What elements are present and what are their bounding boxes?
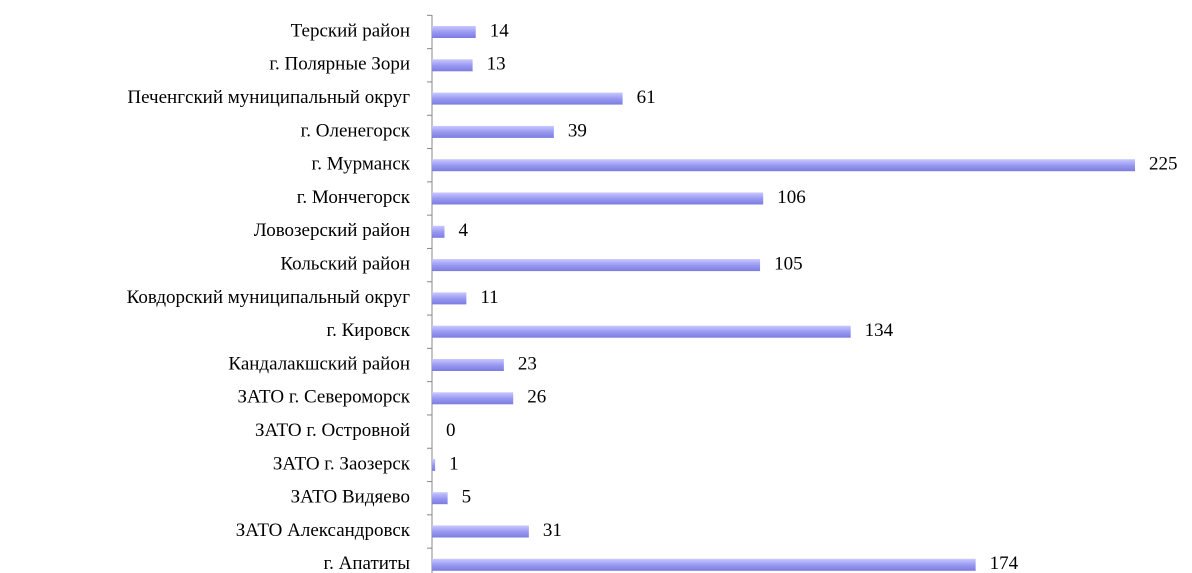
value-label: 0 xyxy=(446,420,456,441)
category-label: ЗАТО г. Заозерск xyxy=(273,453,411,474)
category-label: г. Апатиты xyxy=(323,553,410,573)
category-label: ЗАТО Александровск xyxy=(236,520,411,541)
value-label: 105 xyxy=(774,253,803,274)
value-label: 5 xyxy=(462,487,472,508)
category-label: Печенгский муниципальный округ xyxy=(127,87,410,108)
value-label: 31 xyxy=(543,520,562,541)
value-label: 14 xyxy=(490,20,510,41)
bar xyxy=(432,458,436,471)
value-label: 11 xyxy=(480,287,498,308)
category-label: ЗАТО Видяево xyxy=(291,487,410,508)
value-label: 4 xyxy=(458,220,468,241)
bar xyxy=(432,525,529,538)
bar xyxy=(432,259,761,272)
category-label: Ловозерский район xyxy=(254,220,410,241)
bar xyxy=(432,292,467,305)
value-label: 106 xyxy=(777,187,806,208)
category-label: Кольский район xyxy=(280,253,410,274)
value-label: 174 xyxy=(990,553,1019,573)
bar xyxy=(432,225,445,238)
bar xyxy=(432,392,514,405)
bar xyxy=(432,125,554,138)
category-label: г. Оленегорск xyxy=(301,120,411,141)
category-label: г. Кировск xyxy=(326,320,410,341)
category-label: ЗАТО г. Островной xyxy=(255,420,410,441)
value-label: 39 xyxy=(568,120,587,141)
bar xyxy=(432,359,504,371)
category-label: ЗАТО г. Североморск xyxy=(237,387,410,408)
category-label: Кандалакшский район xyxy=(228,353,410,374)
bar xyxy=(432,325,851,338)
category-label: Ковдорский муниципальный округ xyxy=(127,287,411,308)
value-label: 134 xyxy=(865,320,894,341)
bar xyxy=(432,26,476,38)
category-label: г. Мончегорск xyxy=(297,187,411,208)
category-label: г. Полярные Зори xyxy=(269,54,410,75)
bar xyxy=(432,159,1135,172)
value-label: 13 xyxy=(487,54,506,75)
bar xyxy=(432,92,623,105)
value-label: 61 xyxy=(637,87,656,108)
bar xyxy=(432,492,448,505)
value-label: 225 xyxy=(1149,154,1178,175)
bar xyxy=(432,59,473,72)
bar xyxy=(432,558,976,571)
bar xyxy=(432,192,764,205)
value-label: 26 xyxy=(527,387,546,408)
category-label: г. Мурманск xyxy=(312,154,411,175)
value-label: 23 xyxy=(518,353,537,374)
value-label: 1 xyxy=(449,453,459,474)
category-label: Терский район xyxy=(291,20,410,41)
